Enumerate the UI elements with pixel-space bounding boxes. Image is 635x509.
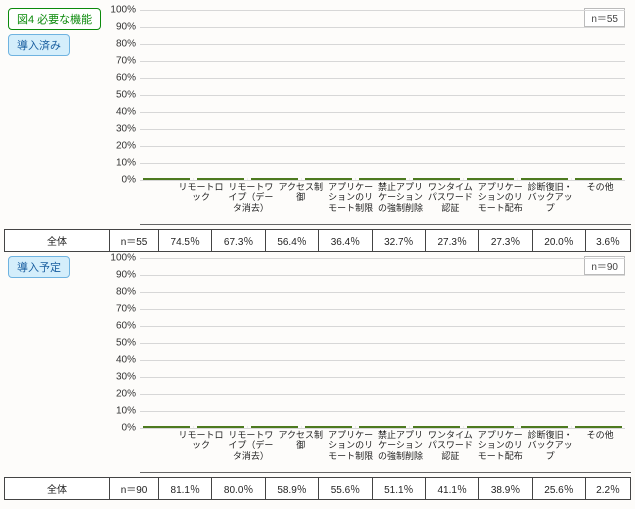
bar-chart: 0%10%20%30%40%50%60%70%80%90%100%リモートロック… <box>140 10 631 225</box>
row-label: 全体 <box>5 230 110 252</box>
y-tick-label: 90% <box>104 22 136 33</box>
value-cell: 80.0％ <box>212 478 265 500</box>
section-badge: 導入済み <box>8 34 70 56</box>
y-tick-label: 60% <box>104 73 136 84</box>
value-cell: 51.1％ <box>372 478 425 500</box>
y-tick-label: 50% <box>104 338 136 349</box>
y-tick-label: 100% <box>104 5 136 16</box>
y-tick-label: 0% <box>104 175 136 186</box>
value-cell: 20.0％ <box>532 230 585 252</box>
y-tick-label: 20% <box>104 389 136 400</box>
value-cell: 67.3％ <box>212 230 265 252</box>
x-label: アプリケーションのリモート配布 <box>475 180 525 224</box>
value-cell: 25.6％ <box>532 478 585 500</box>
x-label: 診断復旧・バックアップ <box>525 428 575 472</box>
x-label: リモートワイプ（データ消去） <box>226 428 276 472</box>
x-label: その他 <box>575 428 625 472</box>
value-cell: 32.7％ <box>372 230 425 252</box>
y-tick-label: 70% <box>104 56 136 67</box>
x-label: リモートロック <box>176 428 226 472</box>
value-cell: 55.6％ <box>319 478 372 500</box>
y-tick-label: 80% <box>104 39 136 50</box>
n-cell: n＝90 <box>110 478 159 500</box>
y-tick-label: 50% <box>104 90 136 101</box>
y-tick-label: 70% <box>104 304 136 315</box>
y-tick-label: 60% <box>104 321 136 332</box>
y-tick-label: 40% <box>104 107 136 118</box>
figure-title-badge: 図4 必要な機能 <box>8 8 101 30</box>
x-label: 禁止アプリケーションの強制削除 <box>376 428 426 472</box>
value-cell: 27.3％ <box>426 230 479 252</box>
bar-chart: 0%10%20%30%40%50%60%70%80%90%100%リモートロック… <box>140 258 631 473</box>
x-label: ワンタイムパスワード認証 <box>425 180 475 224</box>
value-cell: 3.6％ <box>586 230 631 252</box>
x-label: リモートワイプ（データ消去） <box>226 180 276 224</box>
y-tick-label: 20% <box>104 141 136 152</box>
y-tick-label: 30% <box>104 372 136 383</box>
y-tick-label: 0% <box>104 423 136 434</box>
y-tick-label: 80% <box>104 287 136 298</box>
value-cell: 81.1％ <box>159 478 212 500</box>
y-tick-label: 90% <box>104 270 136 281</box>
data-table: 全体n＝5574.5％67.3％56.4％36.4％32.7％27.3％27.3… <box>4 229 631 252</box>
x-label: 診断復旧・バックアップ <box>525 180 575 224</box>
value-cell: 56.4％ <box>265 230 318 252</box>
x-label: 禁止アプリケーションの強制削除 <box>376 180 426 224</box>
x-label: アプリケーションのリモート制限 <box>326 428 376 472</box>
value-cell: 36.4％ <box>319 230 372 252</box>
row-label: 全体 <box>5 478 110 500</box>
y-tick-label: 10% <box>104 158 136 169</box>
n-cell: n＝55 <box>110 230 159 252</box>
value-cell: 38.9％ <box>479 478 532 500</box>
x-label: アプリケーションのリモート制限 <box>326 180 376 224</box>
value-cell: 74.5％ <box>159 230 212 252</box>
x-label: アクセス制御 <box>276 428 326 472</box>
x-label: アクセス制御 <box>276 180 326 224</box>
y-tick-label: 40% <box>104 355 136 366</box>
value-cell: 58.9％ <box>265 478 318 500</box>
y-tick-label: 30% <box>104 124 136 135</box>
x-label: リモートロック <box>176 180 226 224</box>
x-label: アプリケーションのリモート配布 <box>475 428 525 472</box>
value-cell: 2.2％ <box>586 478 631 500</box>
data-table: 全体n＝9081.1％80.0％58.9％55.6％51.1％41.1％38.9… <box>4 477 631 500</box>
x-label: ワンタイムパスワード認証 <box>425 428 475 472</box>
y-tick-label: 100% <box>104 253 136 264</box>
x-label: その他 <box>575 180 625 224</box>
y-tick-label: 10% <box>104 406 136 417</box>
section-badge: 導入予定 <box>8 256 70 278</box>
value-cell: 27.3％ <box>479 230 532 252</box>
value-cell: 41.1％ <box>426 478 479 500</box>
